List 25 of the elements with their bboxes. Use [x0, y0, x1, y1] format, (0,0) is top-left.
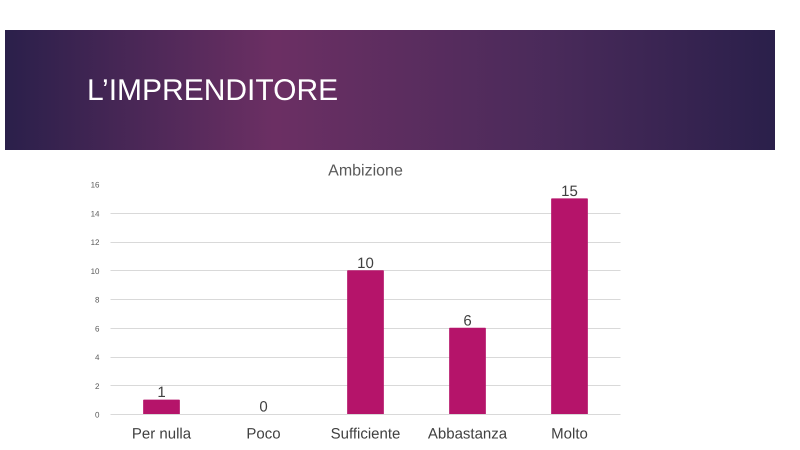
chart-subtitle: Ambizione [328, 162, 403, 180]
data-label: 10 [357, 254, 374, 272]
y-tick-label: 4 [95, 353, 100, 362]
bar [347, 270, 384, 414]
y-tick-label: 0 [95, 410, 100, 420]
chart-title: L’IMPRENDITORE [87, 73, 338, 109]
x-tick-label: Poco [246, 426, 281, 442]
x-tick-label: Molto [551, 426, 588, 442]
x-tick-label: Abbastanza [428, 426, 508, 442]
bar [143, 400, 180, 414]
data-label: 1 [157, 384, 166, 402]
y-tick-label: 16 [90, 180, 100, 190]
x-tick-label: Sufficiente [330, 426, 400, 442]
y-tick-label: 6 [95, 324, 100, 334]
data-label: 15 [561, 182, 578, 200]
bar [551, 198, 588, 414]
data-label: 6 [463, 312, 472, 330]
data-label: 0 [259, 398, 268, 416]
y-tick-label: 10 [90, 266, 100, 276]
y-tick-label: 8 [95, 296, 100, 304]
bar [449, 328, 486, 414]
x-tick-label: Per nulla [132, 426, 192, 442]
y-tick-label: 2 [95, 382, 100, 391]
y-tick-label: 12 [90, 238, 100, 247]
y-tick-label: 14 [90, 209, 100, 218]
